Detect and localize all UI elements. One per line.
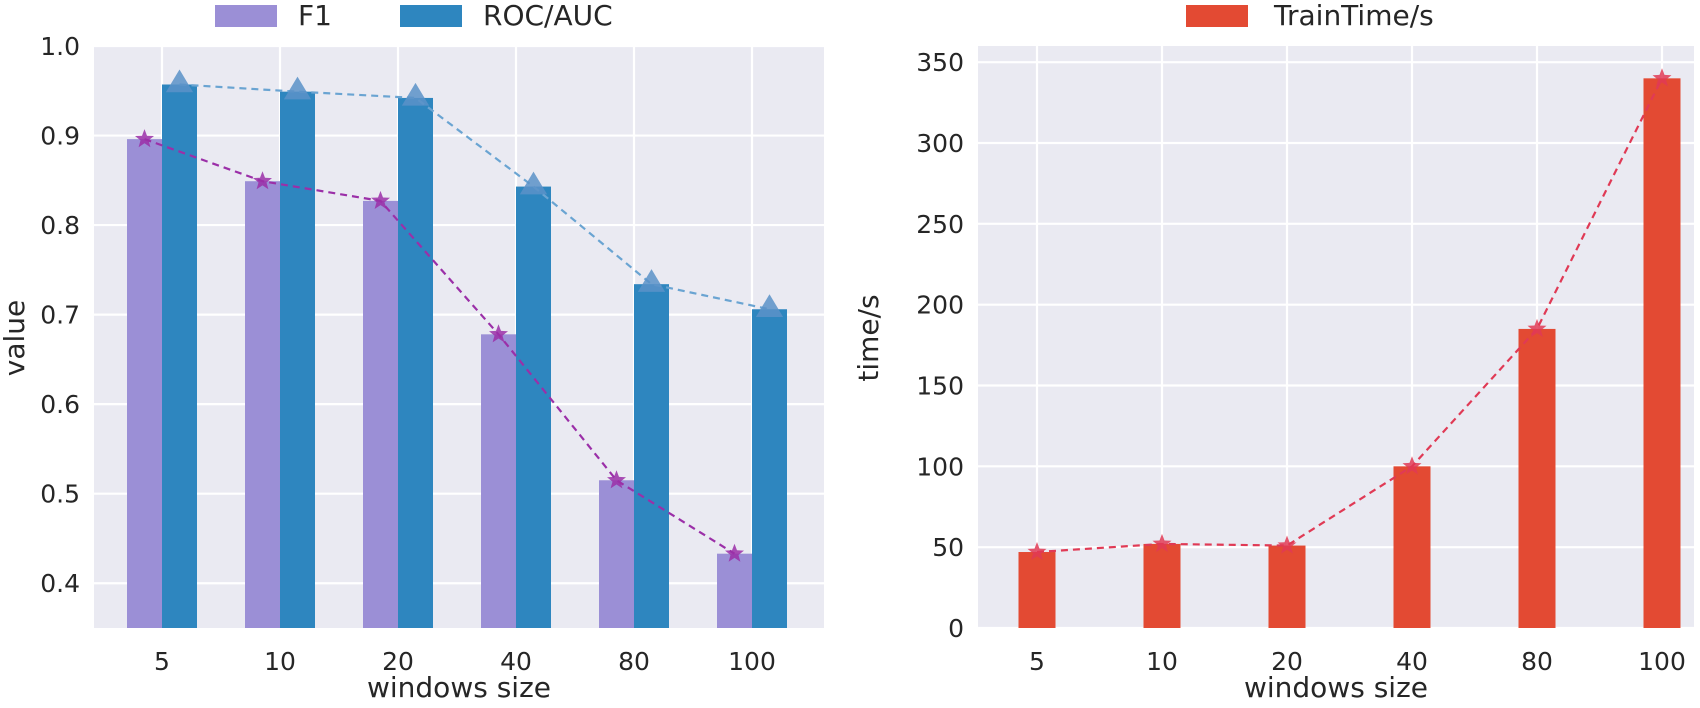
y-tick-label: 0.4	[40, 569, 80, 598]
x-tick-label: 20	[1271, 647, 1303, 676]
star-marker	[725, 543, 744, 562]
y-tick-label: 50	[932, 533, 964, 562]
triangle-marker	[401, 82, 430, 106]
y-tick-label: 0.6	[40, 390, 80, 419]
triangle-marker	[755, 294, 784, 317]
x-tick-label: 100	[1638, 647, 1686, 676]
bar-f1-10	[245, 181, 280, 629]
x-tick-label: 10	[264, 647, 296, 676]
y-tick-label: 0.8	[40, 211, 80, 240]
right-x-ticks: 5 10 20 40 80 100	[1029, 647, 1686, 676]
legend-swatch-f1	[215, 5, 277, 27]
right-plot-area	[978, 46, 1694, 628]
legend-label-traintime: TrainTime/s	[1273, 0, 1434, 32]
y-tick-label: 0.7	[40, 301, 80, 330]
bar-traintime-s-100	[1643, 78, 1681, 629]
right-y-ticks: 0 50 100 150 200 250 300 350	[916, 48, 964, 643]
trend-line-roc-auc	[179, 83, 770, 311]
bar-f1-5	[127, 139, 162, 628]
x-tick-label: 5	[1029, 647, 1045, 676]
trend-line-traintime-s	[1036, 77, 1663, 554]
left-x-ticks: 5 10 20 40 80 100	[154, 647, 776, 676]
star-marker	[1402, 456, 1422, 475]
legend-label-roc-auc: ROC/AUC	[483, 0, 613, 32]
y-tick-label: 250	[916, 210, 964, 239]
bar-traintime-s-80	[1518, 328, 1556, 628]
left-trend-lines	[135, 69, 784, 562]
y-tick-label: 0.9	[40, 122, 80, 151]
legend-swatch-traintime	[1186, 5, 1248, 27]
triangle-marker	[519, 171, 548, 195]
x-tick-label: 20	[382, 647, 414, 676]
bar-roc-auc-5	[162, 84, 197, 629]
star-marker	[1652, 68, 1672, 87]
y-tick-label: 200	[916, 291, 964, 320]
left-y-ticks: 0.4 0.5 0.6 0.7 0.8 0.9 1.0	[40, 32, 80, 598]
x-tick-label: 40	[1396, 647, 1428, 676]
right-y-axis-label: time/s	[852, 294, 885, 381]
right-legend: TrainTime/s	[1186, 0, 1434, 32]
bar-f1-80	[599, 480, 634, 628]
triangle-marker	[283, 76, 312, 100]
x-tick-label: 5	[154, 647, 170, 676]
y-tick-label: 300	[916, 129, 964, 158]
star-marker	[371, 190, 390, 209]
triangle-marker	[637, 269, 666, 292]
left-legend: F1 ROC/AUC	[215, 0, 613, 32]
star-marker	[1152, 533, 1172, 552]
triangle-marker	[165, 69, 194, 93]
star-marker	[1527, 318, 1547, 337]
star-marker	[135, 129, 154, 148]
bar-f1-20	[363, 200, 398, 628]
bar-traintime-s-20	[1268, 545, 1306, 628]
bar-roc-auc-100	[752, 309, 787, 628]
bar-traintime-s-40	[1393, 466, 1431, 628]
y-tick-label: 1.0	[40, 32, 80, 61]
right-x-axis-label: windows size	[1244, 671, 1428, 704]
bar-roc-auc-80	[634, 284, 669, 628]
y-tick-label: 150	[916, 372, 964, 401]
star-marker	[1027, 542, 1047, 561]
bar-roc-auc-10	[280, 91, 315, 628]
left-x-axis-label: windows size	[367, 671, 551, 704]
left-y-axis-label: value	[0, 300, 31, 376]
y-tick-label: 0.5	[40, 480, 80, 509]
y-tick-label: 0	[948, 614, 964, 643]
left-plot-area	[94, 46, 824, 628]
star-marker	[253, 171, 272, 190]
bar-traintime-s-5	[1018, 552, 1056, 628]
legend-label-f1: F1	[298, 0, 332, 32]
bar-traintime-s-10	[1143, 543, 1181, 628]
x-tick-label: 80	[1521, 647, 1553, 676]
x-tick-label: 40	[500, 647, 532, 676]
right-gridlines	[978, 46, 1694, 630]
x-tick-label: 100	[728, 647, 776, 676]
bar-roc-auc-20	[398, 97, 433, 628]
bar-f1-100	[717, 553, 752, 628]
right-trend-lines	[1027, 68, 1672, 561]
star-marker	[607, 470, 626, 489]
right-bars	[1018, 78, 1681, 629]
star-marker	[1277, 535, 1297, 554]
y-tick-label: 100	[916, 452, 964, 481]
x-tick-label: 80	[618, 647, 650, 676]
bar-f1-40	[481, 334, 516, 628]
legend-swatch-roc-auc	[400, 5, 462, 27]
x-tick-label: 10	[1146, 647, 1178, 676]
y-tick-label: 350	[916, 48, 964, 77]
bar-roc-auc-40	[516, 186, 551, 628]
left-bars	[127, 84, 787, 629]
star-marker	[489, 324, 508, 343]
